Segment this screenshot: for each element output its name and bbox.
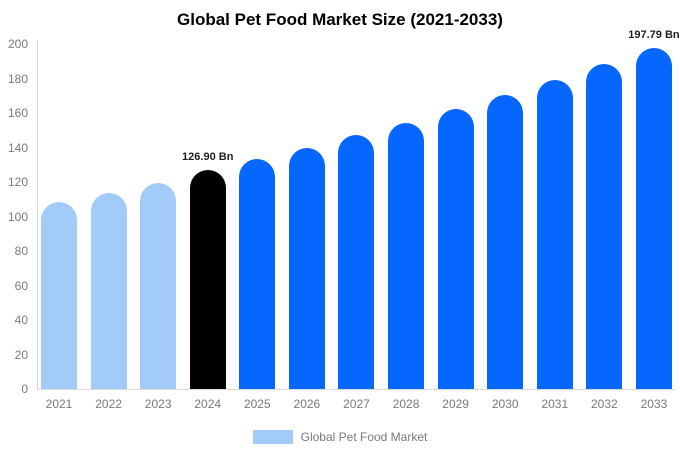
x-tick-label-2029: 2029: [442, 397, 469, 411]
y-tick-label-100: 100: [7, 209, 28, 224]
bar-series: 2021 2022 2023 126.90 Bn 2024 2025 2026 2027 202…: [38, 29, 680, 411]
y-tick-label-0: 0: [21, 382, 28, 396]
bar-cell-2031: 2031: [536, 44, 573, 411]
x-tick-label-2033: 2033: [640, 397, 668, 411]
x-tick-label-2027: 2027: [343, 397, 370, 411]
bar-2030[interactable]: [487, 94, 524, 389]
bar-cell-2023: 2023: [140, 44, 177, 411]
legend-label: Global Pet Food Market: [300, 430, 428, 444]
y-tick-label-80: 80: [14, 244, 28, 258]
bar-cell-2021: 2021: [41, 44, 77, 411]
y-tick-label-200: 200: [7, 37, 28, 51]
legend[interactable]: Global Pet Food Market: [0, 430, 680, 444]
bar-2025[interactable]: [239, 159, 276, 389]
x-tick-label-2030: 2030: [491, 397, 519, 411]
bar-2031[interactable]: [536, 80, 573, 389]
bar-cell-2022: 2022: [90, 44, 127, 411]
bar-cell-2033: 197.79 Bn 2033: [628, 29, 679, 411]
bar-cell-2027: 2027: [338, 44, 375, 411]
x-tick-label-2026: 2026: [293, 397, 321, 411]
bar-annotation-2024: 126.90 Bn: [182, 151, 234, 164]
bar-2026[interactable]: [288, 147, 325, 389]
bar-cell-2025: 2025: [239, 44, 276, 411]
chart-title: Global Pet Food Market Size (2021-2033): [177, 10, 503, 29]
bar-2027[interactable]: [338, 135, 375, 389]
legend-swatch-icon: [252, 430, 293, 444]
y-tick-label-160: 160: [7, 106, 28, 120]
y-tick-label-180: 180: [7, 71, 28, 86]
bar-2028[interactable]: [388, 122, 425, 389]
x-tick-label-2021: 2021: [45, 397, 73, 411]
bar-cell-2032: 2032: [586, 44, 623, 411]
bar-2032[interactable]: [586, 64, 623, 389]
x-axis-line: [37, 389, 675, 390]
y-tick-label-60: 60: [14, 278, 28, 293]
y-axis: 0 20 40 60 80 100 120 140 160 180 200: [0, 38, 32, 395]
bar-2023[interactable]: [140, 183, 177, 389]
bar-annotation-2033: 197.79 Bn: [628, 28, 680, 41]
plot-area: 2021 2022 2023 126.90 Bn 2024 2025 2026 2027 202…: [38, 29, 680, 411]
bar-cell-2030: 2030: [487, 44, 524, 411]
bar-cell-2024: 126.90 Bn 2024: [182, 44, 233, 411]
bar-2021[interactable]: [41, 201, 77, 389]
y-tick-label-120: 120: [7, 175, 28, 189]
y-tick-label-20: 20: [14, 347, 28, 362]
x-tick-label-2024: 2024: [194, 397, 222, 411]
x-tick-label-2031: 2031: [541, 397, 569, 411]
bar-2024[interactable]: [189, 170, 226, 389]
y-axis-line: [37, 40, 38, 390]
bar-cell-2028: 2028: [388, 44, 425, 411]
y-tick-label-40: 40: [14, 313, 28, 327]
bar-cell-2029: 2029: [437, 44, 474, 411]
x-tick-label-2023: 2023: [144, 397, 172, 411]
x-tick-label-2028: 2028: [392, 397, 420, 411]
bar-cell-2026: 2026: [288, 44, 325, 411]
x-tick-label-2022: 2022: [95, 397, 122, 411]
x-tick-label-2025: 2025: [243, 397, 271, 411]
bar-2033[interactable]: [635, 47, 672, 389]
x-tick-label-2032: 2032: [591, 397, 618, 411]
bar-2022[interactable]: [90, 193, 127, 389]
bar-2029[interactable]: [437, 109, 474, 389]
y-tick-label-140: 140: [7, 140, 28, 155]
